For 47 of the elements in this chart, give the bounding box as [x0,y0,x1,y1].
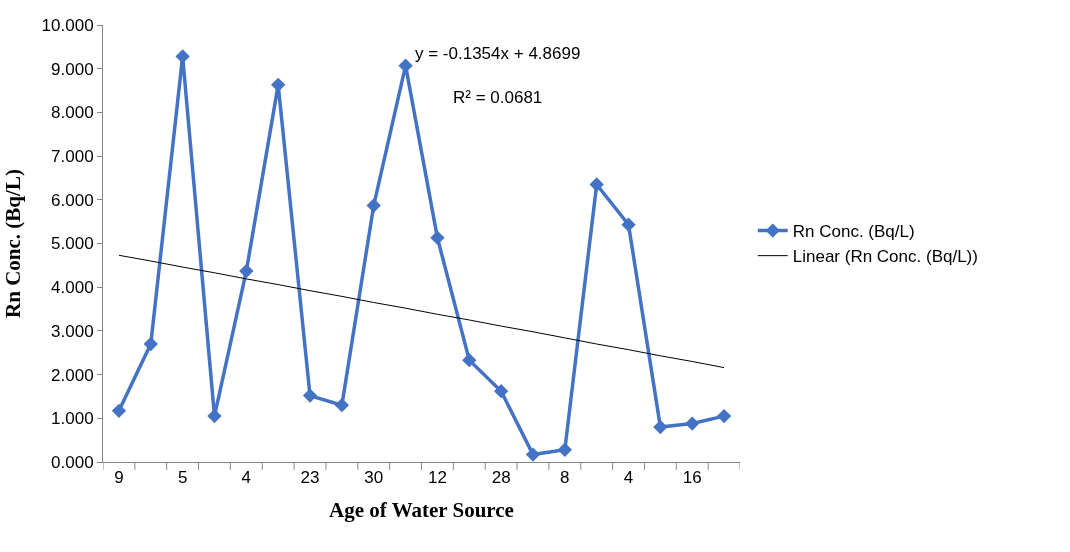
y-tick-label: 7.000 [51,147,94,167]
x-tick-label: 12 [427,468,447,488]
point [175,49,190,64]
point [366,198,381,213]
point [685,416,700,431]
y-tick-label: 9.000 [51,59,94,79]
point [557,442,572,457]
x-tick-label: 5 [177,468,188,488]
y-tick-label: 4.000 [51,278,94,298]
point [398,58,413,73]
annotation: R² = 0.0681 [453,88,543,107]
point [239,263,254,279]
y-tick-label: 6.000 [51,190,94,210]
point [430,230,445,245]
point [462,353,477,368]
legend-label: Linear (Rn Conc. (Bq/L)) [792,247,978,267]
y-tick-label: 8.000 [51,103,94,123]
point [653,419,668,435]
point [716,408,732,424]
annotation: y = -0.1354x + 4.8699 [415,44,581,63]
x-tick-label: 23 [300,468,320,488]
point [143,336,158,352]
point [589,177,604,192]
y-tick-label: 3.000 [51,321,94,341]
point [111,403,127,419]
x-axis-title: Age of Water Source [329,497,514,522]
y-tick-label: 0.000 [51,452,94,472]
y-tick-label: 1.000 [51,409,94,429]
point [525,447,541,462]
point [334,398,350,413]
line-series [118,254,725,369]
x-tick-label: 9 [114,468,124,488]
point [493,384,509,399]
x-tick-label: 4 [241,468,252,488]
point [302,388,318,403]
x-tick-label: 4 [623,468,634,488]
legend-label: Rn Conc. (Bq/L) [792,222,915,242]
y-axis-title: Rn Conc. (Bq/L) [0,169,25,318]
point [621,217,636,232]
y-tick-label: 5.000 [51,234,94,254]
x-tick-label: 28 [491,468,511,488]
x-tick-label: 16 [682,468,702,488]
y-tick-label: 10.000 [41,15,94,35]
x-tick-label: 30 [364,468,384,488]
x-tick-label: 8 [560,468,570,488]
point [207,408,222,424]
y-tick-label: 2.000 [51,365,94,385]
